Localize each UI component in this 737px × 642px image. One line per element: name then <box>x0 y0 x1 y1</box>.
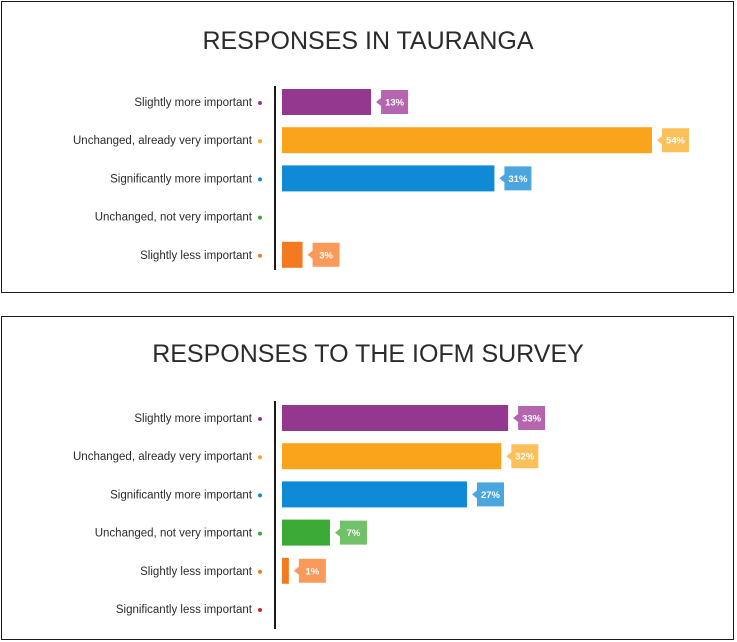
category-dot <box>258 493 262 498</box>
category-label: Slightly less important <box>140 566 253 578</box>
category-dot <box>258 455 262 460</box>
chart-panel-iofm: RESPONSES TO THE IOFM SURVEY Slightly mor… <box>1 316 734 640</box>
chart-panel-tauranga: RESPONSES IN TAURANGA Slightly more impor… <box>1 1 734 293</box>
data-label: 32% <box>515 452 535 463</box>
value-callout <box>334 520 367 545</box>
category-label: Unchanged, not very important <box>95 528 253 540</box>
category-dot <box>258 177 262 182</box>
bar <box>282 165 495 192</box>
category-label: Unchanged, already very important <box>73 451 253 463</box>
chart-svg-iofm: RESPONSES TO THE IOFM SURVEY Slightly mor… <box>73 340 584 629</box>
category-label: Slightly less important <box>140 250 253 262</box>
bar <box>282 89 372 115</box>
value-callout <box>293 558 326 583</box>
bar <box>282 127 652 154</box>
category-dot <box>258 531 262 536</box>
category-dot <box>258 253 262 258</box>
chart-title: RESPONSES TO THE IOFM SURVEY <box>152 340 584 368</box>
data-label: 1% <box>305 566 319 577</box>
bar <box>282 405 509 431</box>
data-label: 13% <box>385 98 405 109</box>
category-dot <box>258 139 262 144</box>
category-dot <box>258 608 262 612</box>
data-label: 31% <box>508 174 528 185</box>
chart-svg-tauranga: RESPONSES IN TAURANGA Slightly more impor… <box>73 27 689 270</box>
category-label: Slightly more important <box>134 413 252 425</box>
category-label: Significantly more important <box>110 489 253 501</box>
data-label: 7% <box>347 528 361 539</box>
data-label: 3% <box>319 250 333 261</box>
value-callout <box>472 482 504 507</box>
value-callout <box>506 444 539 469</box>
category-dot <box>258 569 262 574</box>
value-callout <box>657 128 689 153</box>
category-dot <box>258 417 262 421</box>
data-label: 27% <box>481 490 501 501</box>
value-callout <box>499 166 532 191</box>
value-callout <box>376 90 409 114</box>
chart-title: RESPONSES IN TAURANGA <box>202 27 533 55</box>
value-callout <box>513 406 546 430</box>
category-label: Significantly less important <box>116 604 253 616</box>
category-dot <box>258 215 262 220</box>
bar <box>282 443 502 470</box>
data-label: 54% <box>666 136 686 147</box>
category-dot <box>258 101 262 105</box>
category-label: Unchanged, already very important <box>73 135 253 147</box>
bar <box>282 557 289 584</box>
value-callout <box>307 242 340 267</box>
category-label: Significantly more important <box>110 173 253 185</box>
category-label: Unchanged, not very important <box>95 212 253 224</box>
bar <box>282 481 467 508</box>
category-label: Slightly more important <box>134 97 252 109</box>
data-label: 33% <box>522 414 542 425</box>
bar <box>282 519 330 546</box>
bar <box>282 241 303 268</box>
